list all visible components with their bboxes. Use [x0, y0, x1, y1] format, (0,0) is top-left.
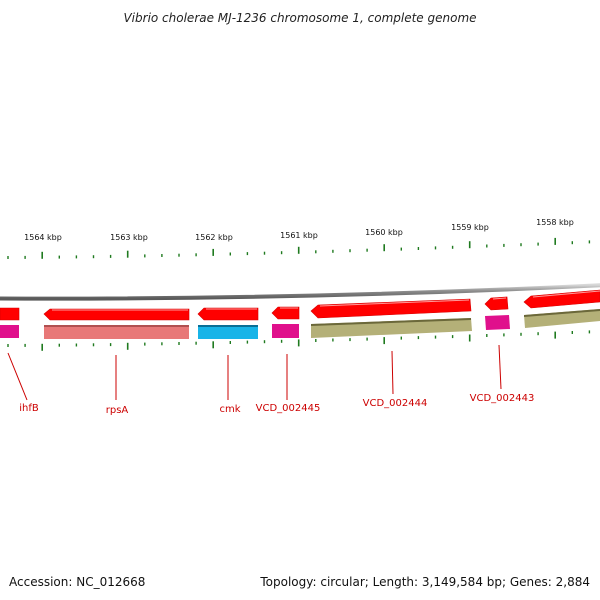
cog-track [0, 309, 600, 339]
scale-label-1560-kbp: 1560 kbp [365, 228, 403, 237]
gene-label-VCD-002445: VCD_002445 [256, 403, 321, 414]
cog-bar-cmk-edge [198, 325, 258, 327]
cog-bar-rpsA-edge [44, 325, 189, 327]
cog-bar-VCD-002443 [485, 315, 510, 330]
scale-labels: 1564 kbp 1563 kbp 1562 kbp 1561 kbp 1560… [24, 218, 574, 242]
gene-label-VCD-002443: VCD_002443 [470, 393, 535, 404]
genome-backbone-arc [0, 283, 600, 301]
cds-highlight [52, 290, 600, 311]
scale-label-1564-kbp: 1564 kbp [24, 233, 62, 242]
gene-label-VCD-002444: VCD_002444 [363, 398, 428, 409]
outer-tick-row [7, 237, 591, 259]
gene-labels: ihfB rpsA cmk VCD_002445 VCD_002444 VCD_… [19, 393, 534, 416]
cog-bar-VCD-002444-edge [311, 318, 471, 326]
cds-arrow-rpsA [43, 308, 190, 321]
leader-line-ihfB [7, 352, 28, 401]
cds-arrow-VCD-002445 [271, 306, 300, 320]
cds-arrow-VCD-002443 [484, 296, 509, 311]
inner-tick-row [7, 330, 591, 351]
cds-arrow-next [523, 289, 600, 309]
gene-label-rpsA: rpsA [106, 405, 129, 416]
cds-arrow-VCD-002444 [310, 298, 472, 319]
topology-label: Topology: circular; Length: 3,149,584 bp… [259, 575, 590, 589]
scale-label-1558-kbp: 1558 kbp [536, 218, 574, 227]
cog-bar-cmk [198, 325, 258, 339]
gene-label-ihfB: ihfB [19, 403, 39, 414]
cog-bar-ihfB [0, 325, 19, 338]
gene-label-cmk: cmk [219, 404, 240, 415]
gene-leader-lines [7, 344, 502, 401]
map-title: Vibrio cholerae MJ-1236 chromosome 1, co… [123, 11, 476, 25]
cds-arrow-ihfB [0, 307, 20, 321]
cds-track [0, 289, 600, 321]
cds-arrow-cmk [197, 307, 259, 321]
cog-bar-VCD-002445 [272, 324, 299, 338]
scale-label-1561-kbp: 1561 kbp [280, 231, 318, 240]
accession-label: Accession: NC_012668 [9, 575, 145, 589]
cog-bar-next-edge [524, 309, 600, 317]
scale-label-1559-kbp: 1559 kbp [451, 223, 489, 232]
scale-label-1563-kbp: 1563 kbp [110, 233, 148, 242]
scale-label-1562-kbp: 1562 kbp [195, 233, 233, 242]
cog-bar-rpsA [44, 325, 189, 339]
leader-line-VCD-002443 [498, 344, 502, 390]
leader-line-VCD-002444 [391, 350, 394, 395]
